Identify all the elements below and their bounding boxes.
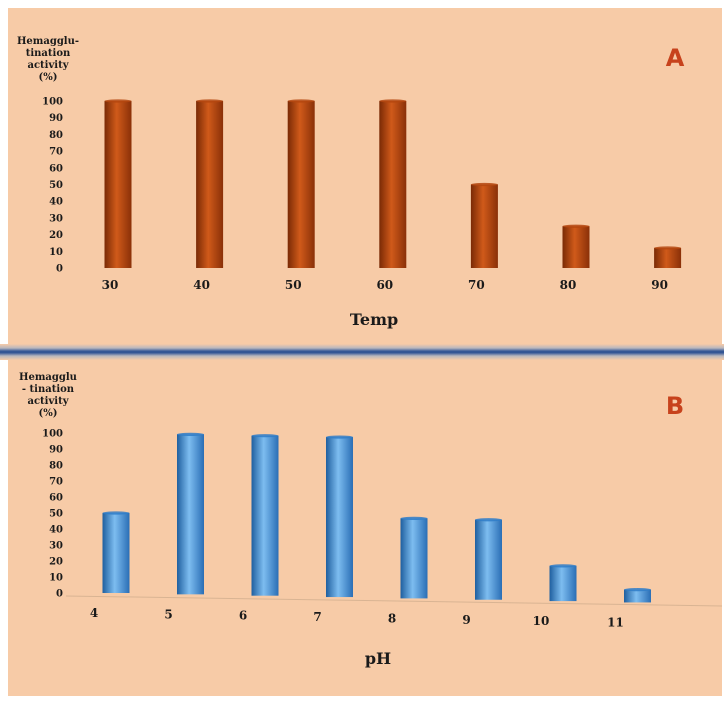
x-axis-line bbox=[65, 595, 722, 607]
x-axis-categories: 4 5 6 7 8 9 10 11 bbox=[90, 606, 624, 629]
bar-cap bbox=[400, 516, 428, 520]
bar-cap bbox=[549, 564, 577, 568]
ph-bar-chart: Hemagglu - tination activity (%) B 0 10 20… bbox=[19, 372, 722, 668]
x-axis-categories: 30 40 50 60 70 80 90 bbox=[102, 278, 668, 292]
x-tick-label: 80 bbox=[560, 278, 577, 292]
panel-divider bbox=[0, 344, 724, 360]
y-tick-label: 50 bbox=[49, 509, 63, 520]
y-tick-label: 100 bbox=[42, 429, 63, 440]
y-axis-label: Hemagglu - tination activity (%) bbox=[19, 372, 77, 419]
x-axis-label: Temp bbox=[350, 310, 398, 329]
y-axis-label-line-4: (%) bbox=[39, 408, 58, 419]
bar-4 bbox=[102, 513, 130, 593]
x-tick-label: 10 bbox=[533, 614, 550, 628]
temp-bar-chart: Hemagglu- tination activity (%) A 0 10 20 3… bbox=[17, 36, 685, 329]
bar-cap bbox=[287, 99, 315, 103]
y-axis-label-line-4: (%) bbox=[39, 72, 58, 83]
x-tick-label: 70 bbox=[468, 278, 485, 292]
bar-cap bbox=[379, 99, 407, 103]
y-axis-label-line-2: - tination bbox=[22, 384, 75, 395]
y-tick-label: 30 bbox=[49, 541, 63, 552]
y-axis-label-line-3: activity bbox=[27, 60, 69, 71]
x-tick-label: 6 bbox=[239, 609, 247, 623]
x-tick-label: 8 bbox=[388, 611, 396, 625]
bar-6 bbox=[251, 435, 279, 596]
bar-60 bbox=[379, 101, 407, 268]
bar-cap bbox=[475, 518, 502, 522]
bar-5 bbox=[177, 434, 204, 595]
bar-cap bbox=[562, 224, 590, 228]
bar-cap bbox=[251, 434, 279, 438]
bar-70 bbox=[470, 184, 498, 268]
y-axis-label-line-3: activity bbox=[27, 396, 69, 407]
bars bbox=[102, 432, 651, 603]
y-tick-label: 20 bbox=[49, 230, 63, 241]
bar-50 bbox=[287, 101, 315, 268]
bar-11 bbox=[624, 589, 651, 603]
bar-30 bbox=[104, 101, 132, 268]
y-tick-label: 10 bbox=[49, 573, 63, 584]
y-tick-label: 0 bbox=[56, 264, 63, 275]
x-tick-label: 5 bbox=[164, 607, 172, 621]
bar-8 bbox=[400, 518, 428, 599]
bar-cap bbox=[196, 99, 224, 103]
y-tick-label: 30 bbox=[49, 213, 63, 224]
x-tick-label: 60 bbox=[376, 278, 393, 292]
y-tick-label: 60 bbox=[49, 163, 63, 174]
chart-panel-a: Hemagglu- tination activity (%) A 0 10 20 3… bbox=[8, 8, 722, 344]
y-tick-label: 10 bbox=[49, 247, 63, 258]
bar-cap bbox=[470, 182, 498, 187]
x-axis-label: pH bbox=[365, 649, 391, 668]
bar-40 bbox=[196, 101, 224, 268]
x-tick-label: 50 bbox=[285, 278, 302, 292]
y-tick-label: 90 bbox=[49, 113, 63, 124]
y-axis-label: Hemagglu- tination activity (%) bbox=[17, 36, 79, 83]
bar-9 bbox=[475, 519, 502, 600]
panel-letter-b: B bbox=[666, 392, 684, 420]
y-tick-label: 40 bbox=[49, 197, 63, 208]
bar-cap bbox=[654, 246, 682, 250]
y-tick-label: 80 bbox=[49, 461, 63, 472]
y-axis-ticks: 0 10 20 30 40 50 60 70 80 90 100 bbox=[42, 97, 63, 275]
y-axis-label-line-2: tination bbox=[26, 48, 71, 59]
y-tick-label: 0 bbox=[56, 589, 63, 600]
y-axis-ticks: 0 10 20 30 40 50 60 70 80 90 100 bbox=[42, 429, 63, 600]
panel-letter-a: A bbox=[666, 44, 685, 72]
bar-cap bbox=[326, 435, 353, 439]
y-tick-label: 80 bbox=[49, 130, 63, 141]
y-tick-label: 40 bbox=[49, 525, 63, 536]
x-tick-label: 30 bbox=[102, 278, 119, 292]
bar-90 bbox=[654, 247, 682, 268]
y-axis-label-line-1: Hemagglu bbox=[19, 372, 77, 383]
y-tick-label: 100 bbox=[42, 97, 63, 108]
y-tick-label: 60 bbox=[49, 493, 63, 504]
bar-cap bbox=[104, 99, 132, 103]
x-tick-label: 4 bbox=[90, 606, 98, 620]
bar-cap bbox=[102, 511, 130, 515]
x-tick-label: 40 bbox=[193, 278, 210, 292]
bar-cap bbox=[624, 588, 651, 592]
x-tick-label: 7 bbox=[313, 610, 321, 624]
bar-80 bbox=[562, 226, 590, 268]
y-tick-label: 90 bbox=[49, 445, 63, 456]
y-tick-label: 20 bbox=[49, 557, 63, 568]
x-tick-label: 11 bbox=[607, 615, 624, 629]
bar-cap bbox=[177, 432, 204, 436]
y-axis-label-line-1: Hemagglu- bbox=[17, 36, 79, 47]
bars bbox=[104, 99, 682, 268]
x-tick-label: 90 bbox=[651, 278, 668, 292]
y-tick-label: 70 bbox=[49, 477, 63, 488]
bar-10 bbox=[549, 565, 577, 602]
bar-7 bbox=[326, 437, 353, 598]
x-tick-label: 9 bbox=[462, 613, 470, 627]
chart-panel-b: Hemagglu - tination activity (%) B 0 10 20… bbox=[8, 360, 722, 696]
y-tick-label: 50 bbox=[49, 180, 63, 191]
y-tick-label: 70 bbox=[49, 147, 63, 158]
